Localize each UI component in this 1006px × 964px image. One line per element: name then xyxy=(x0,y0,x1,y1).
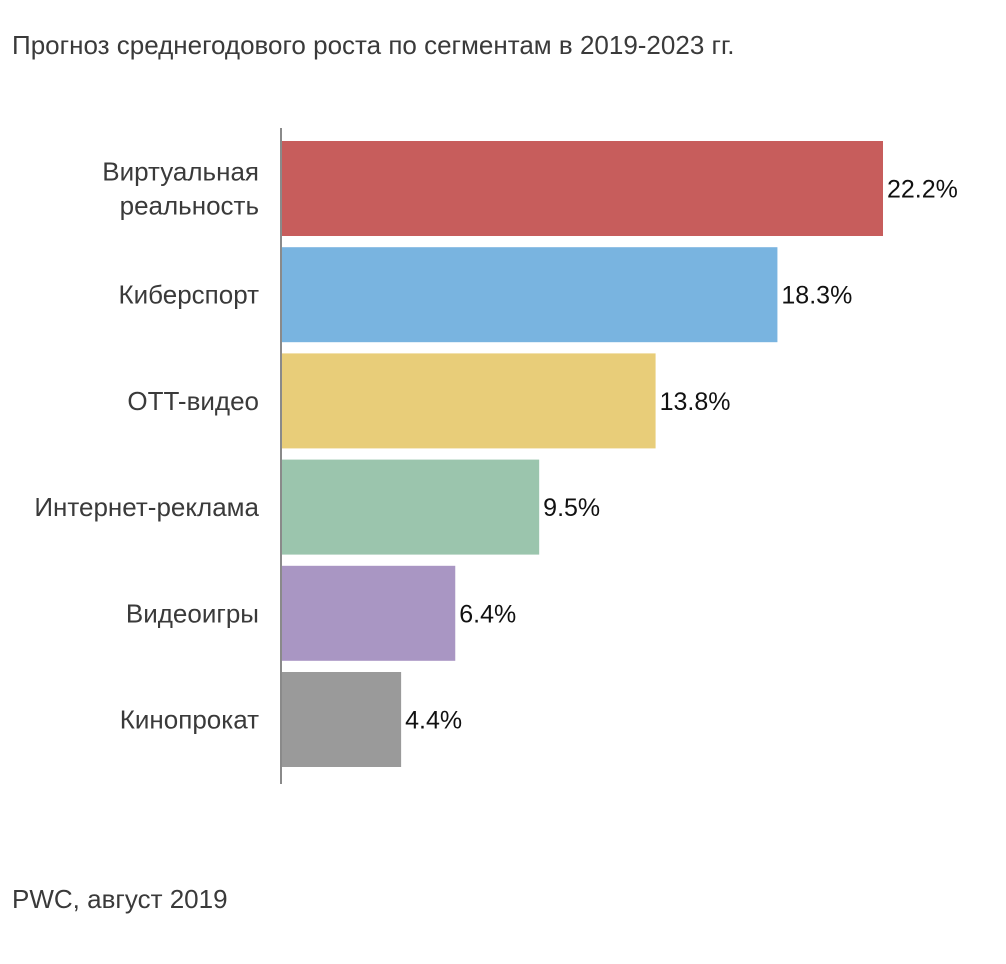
value-label-0: 22.2% xyxy=(887,176,958,204)
value-label-1: 18.3% xyxy=(781,282,852,310)
bar-1 xyxy=(282,247,778,343)
value-label-3: 9.5% xyxy=(543,494,600,522)
chart-title: Прогноз среднегодового роста по сегмента… xyxy=(12,30,735,60)
category-label-0-line-1: реальность xyxy=(120,191,259,221)
category-label-1: Киберспорт xyxy=(118,280,259,310)
value-label-2: 13.8% xyxy=(660,388,731,416)
category-label-2: OTT-видео xyxy=(127,386,259,416)
bar-4 xyxy=(282,565,456,661)
bar-0 xyxy=(282,141,883,236)
value-label-4: 6.4% xyxy=(459,600,516,628)
bar-2 xyxy=(282,353,656,449)
category-label-3: Интернет-реклама xyxy=(34,492,259,522)
value-label-5: 4.4% xyxy=(405,707,462,735)
bar-5 xyxy=(282,672,402,767)
category-label-0-line-0: Виртуальная xyxy=(102,157,259,187)
bar-3 xyxy=(282,459,540,555)
category-label-5: Кинопрокат xyxy=(120,705,259,735)
source-note: PWC, август 2019 xyxy=(12,884,228,914)
bars-layer: 22.2% Виртуальная реальность 18.3% Киберспор… xyxy=(34,141,958,767)
category-label-4: Видеоигры xyxy=(126,598,259,628)
